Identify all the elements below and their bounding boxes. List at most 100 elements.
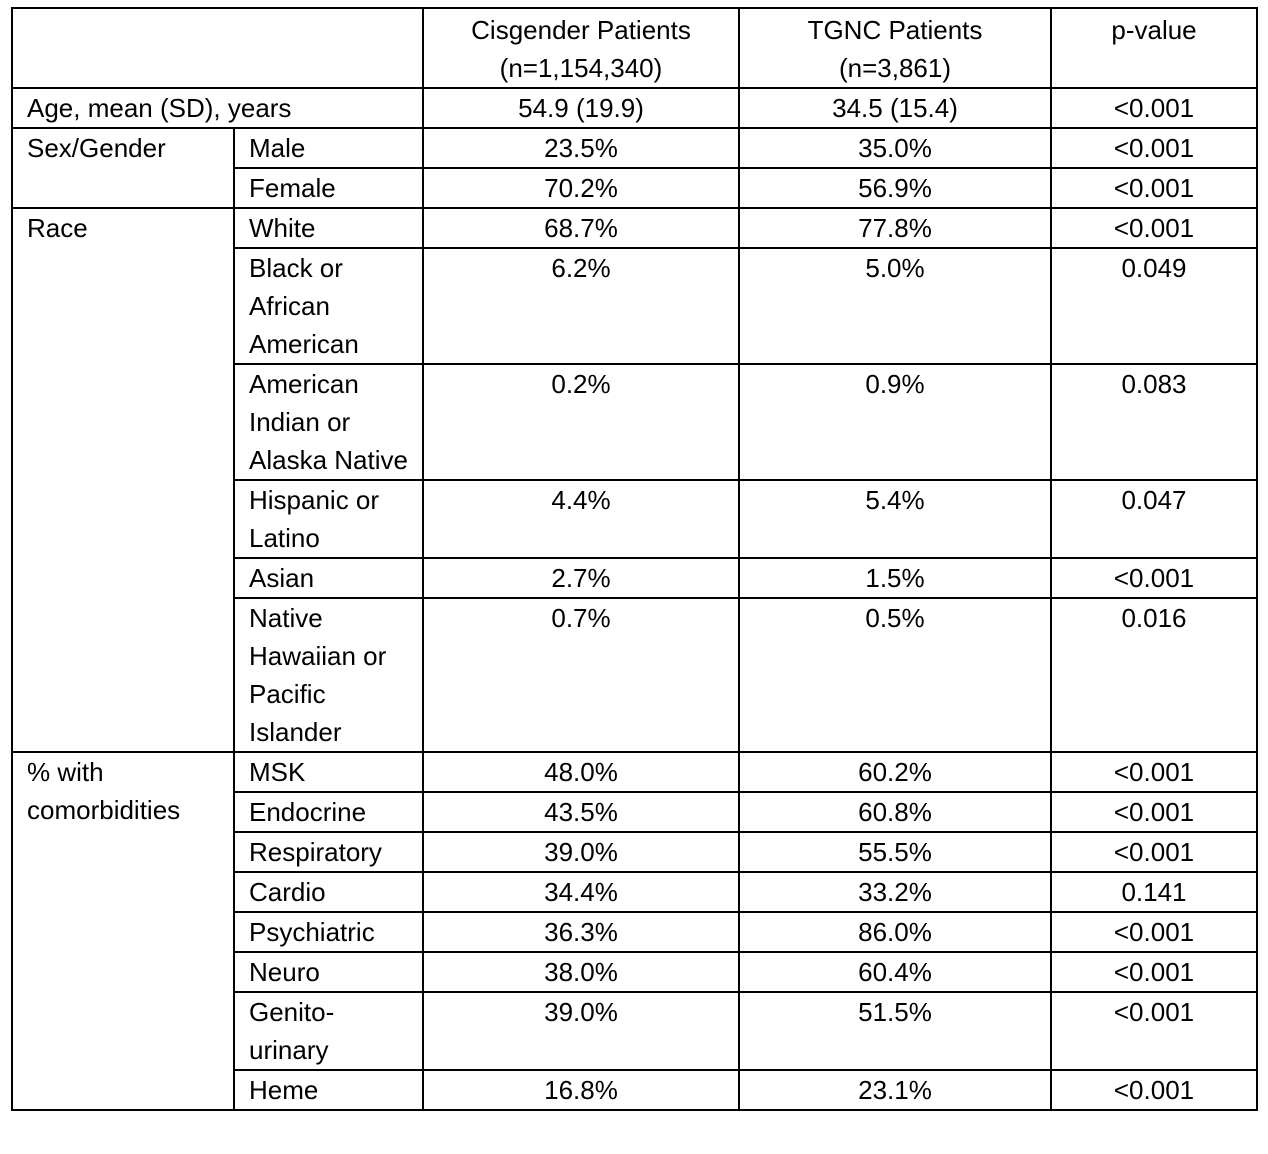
table-row: Female 70.2% 56.9% <0.001	[12, 167, 1258, 209]
row-label: Female	[233, 167, 424, 209]
header-row: Cisgender Patients (n=1,154,340) TGNC Pa…	[11, 7, 1258, 89]
table-row: % with comorbidities MSK 48.0% 60.2% <0.…	[11, 751, 1258, 1111]
table-row: Asian 2.7% 1.5% <0.001	[12, 557, 1258, 599]
tgnc-value: 60.2%	[738, 751, 1052, 793]
cis-value: 43.5%	[422, 791, 740, 833]
p-value: <0.001	[1050, 831, 1258, 873]
tgnc-value: 35.0%	[738, 127, 1052, 169]
header-empty-cell	[11, 7, 424, 89]
row-label: Asian	[233, 557, 424, 599]
p-value: <0.001	[1050, 791, 1258, 833]
comorbidities-label: % with comorbidities	[11, 751, 235, 1111]
age-tgnc-value: 34.5 (15.4)	[738, 87, 1052, 129]
cis-value: 16.8%	[422, 1069, 740, 1111]
age-p-value: <0.001	[1050, 87, 1258, 129]
p-value: 0.049	[1050, 247, 1258, 365]
cis-value: 4.4%	[422, 479, 740, 559]
header-cisgender-n: (n=1,154,340)	[499, 53, 663, 83]
p-value: <0.001	[1050, 557, 1258, 599]
tgnc-value: 1.5%	[738, 557, 1052, 599]
row-label: Psychiatric	[233, 911, 424, 953]
table-row: Neuro 38.0% 60.4% <0.001	[12, 951, 1258, 993]
row-label: American Indian or Alaska Native	[233, 363, 424, 481]
tgnc-value: 77.8%	[738, 207, 1052, 249]
header-cisgender: Cisgender Patients (n=1,154,340)	[422, 7, 740, 89]
p-value: 0.083	[1050, 363, 1258, 481]
cis-value: 70.2%	[422, 167, 740, 209]
cis-value: 36.3%	[422, 911, 740, 953]
cis-value: 34.4%	[422, 871, 740, 913]
row-label: Respiratory	[233, 831, 424, 873]
p-value: <0.001	[1050, 1069, 1258, 1111]
comorbidities-label-line1: % with	[27, 757, 104, 787]
row-label: Hispanic or Latino	[233, 479, 424, 559]
table-row: Sex/Gender Male 23.5% 35.0% <0.001	[11, 127, 1258, 209]
tgnc-value: 86.0%	[738, 911, 1052, 953]
table-row: Respiratory 39.0% 55.5% <0.001	[12, 831, 1258, 873]
row-label: Genito-urinary	[233, 991, 424, 1071]
row-label: Cardio	[233, 871, 424, 913]
age-label: Age, mean (SD), years	[11, 87, 424, 129]
cis-value: 39.0%	[422, 831, 740, 873]
row-label: Black or African American	[233, 247, 424, 365]
tgnc-value: 60.4%	[738, 951, 1052, 993]
table-row: Native Hawaiian or Pacific Islander 0.7%…	[12, 597, 1258, 753]
p-value: <0.001	[1050, 207, 1258, 249]
row-label: White	[233, 207, 424, 249]
tgnc-value: 5.0%	[738, 247, 1052, 365]
race-label: Race	[11, 207, 235, 753]
p-value: <0.001	[1050, 751, 1258, 793]
table-row: Cardio 34.4% 33.2% 0.141	[12, 871, 1258, 913]
tgnc-value: 33.2%	[738, 871, 1052, 913]
p-value: <0.001	[1050, 951, 1258, 993]
row-label: Native Hawaiian or Pacific Islander	[233, 597, 424, 753]
p-value: 0.016	[1050, 597, 1258, 753]
p-value: <0.001	[1050, 127, 1258, 169]
tgnc-value: 23.1%	[738, 1069, 1052, 1111]
table-row: Genito-urinary 39.0% 51.5% <0.001	[12, 991, 1258, 1071]
header-tgnc-title: TGNC Patients	[807, 15, 983, 45]
p-value: <0.001	[1050, 991, 1258, 1071]
table-row: Race White 68.7% 77.8% <0.001	[11, 207, 1258, 753]
tgnc-value: 0.5%	[738, 597, 1052, 753]
header-tgnc-n: (n=3,861)	[838, 53, 952, 83]
demographics-table: Cisgender Patients (n=1,154,340) TGNC Pa…	[11, 7, 1258, 1111]
cis-value: 0.7%	[422, 597, 740, 753]
p-value: <0.001	[1050, 911, 1258, 953]
tgnc-value: 0.9%	[738, 363, 1052, 481]
tgnc-value: 55.5%	[738, 831, 1052, 873]
sex-gender-label: Sex/Gender	[11, 127, 235, 209]
row-label: Male	[233, 127, 424, 169]
cis-value: 23.5%	[422, 127, 740, 169]
header-p-value: p-value	[1050, 7, 1258, 89]
cis-value: 6.2%	[422, 247, 740, 365]
table-row: Black or African American 6.2% 5.0% 0.04…	[12, 247, 1258, 365]
cis-value: 38.0%	[422, 951, 740, 993]
tgnc-value: 56.9%	[738, 167, 1052, 209]
p-value: <0.001	[1050, 167, 1258, 209]
row-label: Endocrine	[233, 791, 424, 833]
row-label: Heme	[233, 1069, 424, 1111]
header-tgnc: TGNC Patients (n=3,861)	[738, 7, 1052, 89]
age-cis-value: 54.9 (19.9)	[422, 87, 740, 129]
table-row-age: Age, mean (SD), years 54.9 (19.9) 34.5 (…	[11, 87, 1258, 129]
tgnc-value: 51.5%	[738, 991, 1052, 1071]
p-value: 0.141	[1050, 871, 1258, 913]
table-row: Hispanic or Latino 4.4% 5.4% 0.047	[12, 479, 1258, 559]
cis-value: 0.2%	[422, 363, 740, 481]
cis-value: 2.7%	[422, 557, 740, 599]
table-container: Cisgender Patients (n=1,154,340) TGNC Pa…	[11, 7, 1258, 1111]
p-value: 0.047	[1050, 479, 1258, 559]
table-row: American Indian or Alaska Native 0.2% 0.…	[12, 363, 1258, 481]
cis-value: 39.0%	[422, 991, 740, 1071]
row-label: MSK	[233, 751, 424, 793]
row-label: Neuro	[233, 951, 424, 993]
header-cisgender-title: Cisgender Patients	[471, 15, 691, 45]
table-row: Psychiatric 36.3% 86.0% <0.001	[12, 911, 1258, 953]
cis-value: 68.7%	[422, 207, 740, 249]
header-p-value-label: p-value	[1111, 15, 1197, 45]
cis-value: 48.0%	[422, 751, 740, 793]
table-row: Endocrine 43.5% 60.8% <0.001	[12, 791, 1258, 833]
table-row: Heme 16.8% 23.1% <0.001	[12, 1069, 1258, 1111]
tgnc-value: 5.4%	[738, 479, 1052, 559]
